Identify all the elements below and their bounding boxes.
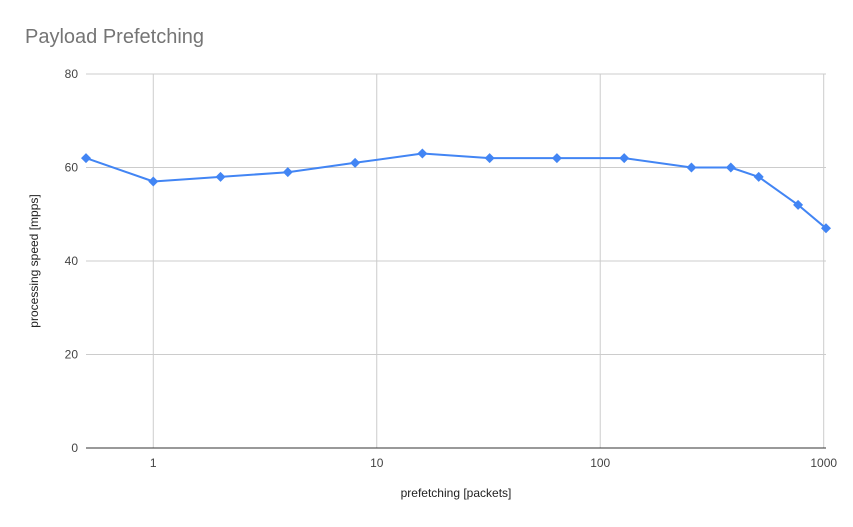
x-axis-title: prefetching [packets]	[401, 486, 512, 500]
y-axis-title: processing speed [mpps]	[27, 194, 41, 327]
gridlines	[86, 73, 826, 448]
x-tick-label: 1	[150, 456, 157, 470]
data-point-marker	[686, 162, 697, 173]
series	[81, 148, 831, 234]
data-point-marker	[148, 176, 159, 187]
data-point-marker	[753, 171, 764, 182]
data-point-marker	[215, 171, 226, 182]
data-point-marker	[282, 167, 293, 178]
data-point-marker	[619, 153, 630, 164]
data-point-marker	[821, 223, 831, 234]
data-point-marker	[350, 157, 361, 168]
data-point-marker	[725, 162, 736, 173]
y-tick-label: 80	[65, 67, 79, 81]
x-tick-label: 100	[590, 456, 610, 470]
data-point-marker	[417, 148, 428, 159]
data-point-marker	[793, 199, 804, 210]
data-point-marker	[81, 153, 91, 164]
chart-title: Payload Prefetching	[25, 26, 205, 48]
y-tick-label: 0	[71, 441, 78, 455]
y-tick-label: 60	[65, 161, 79, 175]
series-line	[85, 152, 827, 230]
data-point-marker	[551, 153, 562, 164]
x-tick-label: 1000	[810, 456, 837, 470]
data-point-marker	[484, 153, 495, 164]
y-tick-label: 20	[65, 348, 79, 362]
tick-labels: 0 20 40 60 80 1 10 100 1000	[65, 67, 838, 470]
y-tick-label: 40	[65, 254, 79, 268]
x-tick-label: 10	[370, 456, 384, 470]
